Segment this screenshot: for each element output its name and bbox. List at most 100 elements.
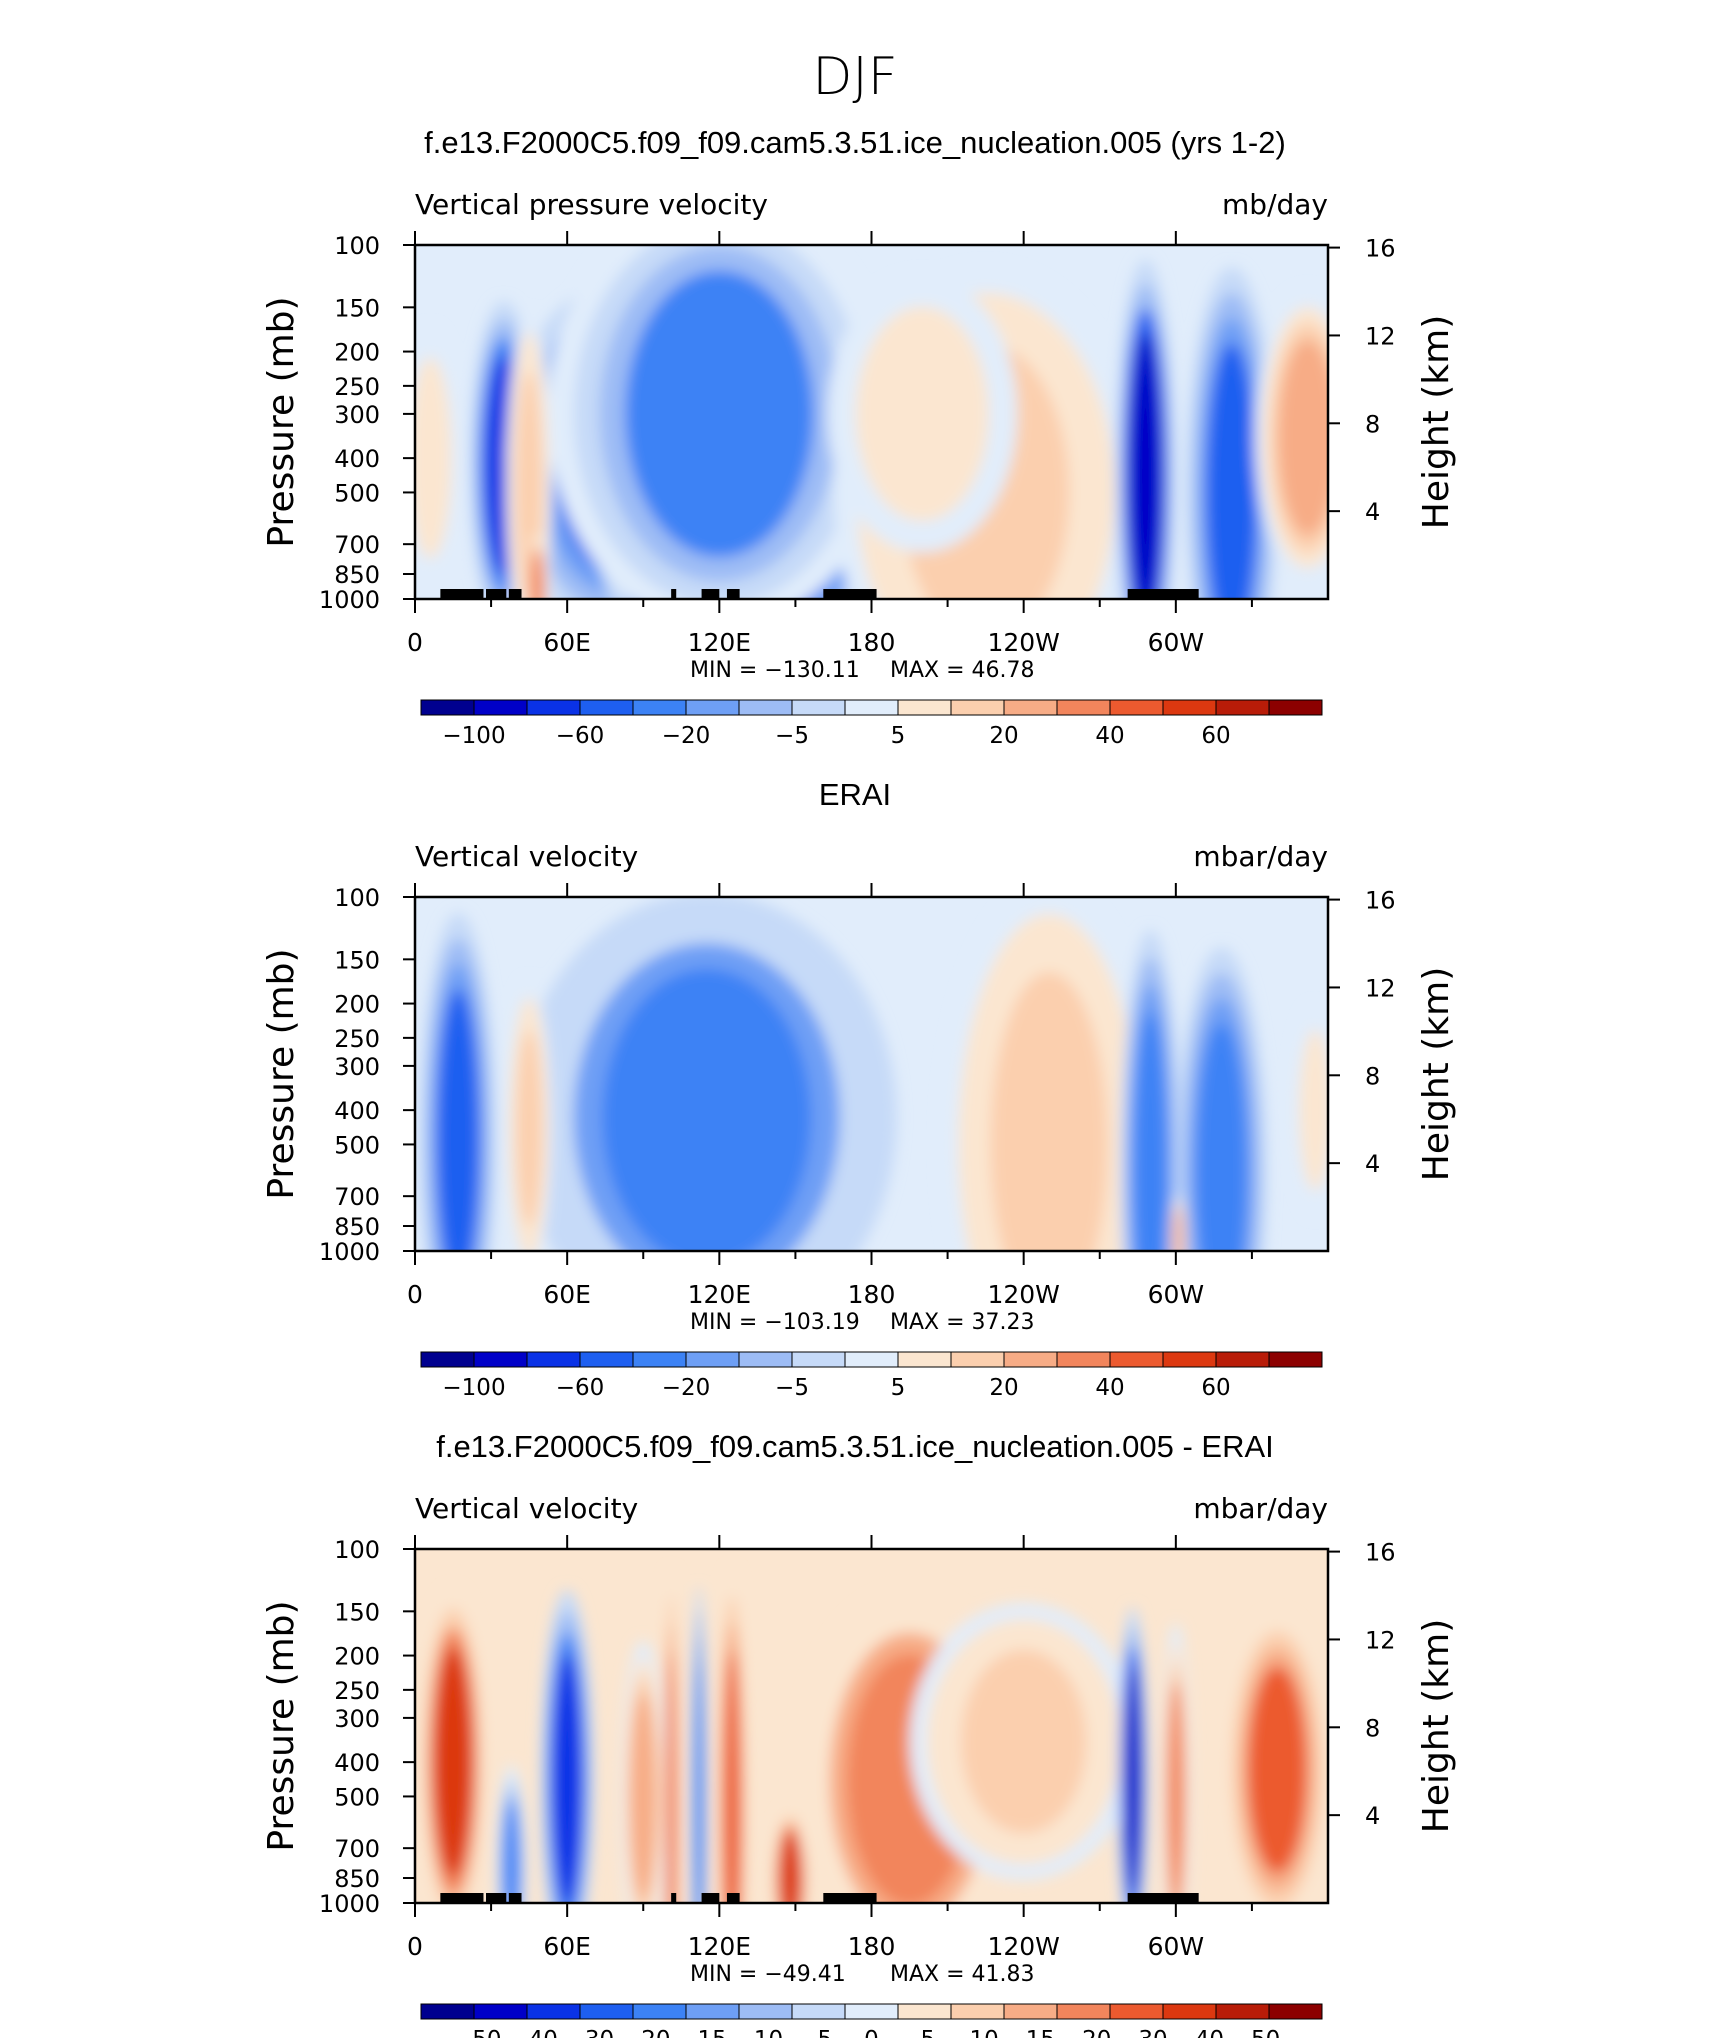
colorbar-swatch bbox=[950, 2003, 1005, 2020]
topography-mask bbox=[726, 589, 740, 599]
colorbar-swatch bbox=[1162, 1351, 1217, 1368]
contour-region bbox=[516, 1030, 542, 1226]
lon-tick-label: 60E bbox=[543, 628, 591, 657]
colorbar-label: −60 bbox=[556, 1375, 605, 1401]
variable-label: Vertical pressure velocity bbox=[415, 188, 768, 221]
colorbar: −50−40−30−20−15−10−505101520304050 bbox=[420, 2003, 1323, 2038]
panel-1: f.e13.F2000C5.f09_f09.cam5.3.51.ice_nucl… bbox=[261, 125, 1457, 749]
height-tick-label: 4 bbox=[1365, 498, 1380, 526]
colorbar-swatch bbox=[1056, 1351, 1111, 1368]
contour-region bbox=[1174, 1209, 1183, 1251]
colorbar-label: −20 bbox=[662, 1375, 711, 1401]
topography-mask bbox=[440, 589, 484, 599]
panel-title: f.e13.F2000C5.f09_f09.cam5.3.51.ice_nucl… bbox=[436, 1429, 1274, 1464]
lon-tick-label: 60W bbox=[1148, 1932, 1205, 1961]
colorbar-label: −50 bbox=[453, 2027, 502, 2038]
pressure-tick-label: 400 bbox=[334, 1097, 380, 1125]
colorbar-swatch bbox=[897, 2003, 952, 2020]
pressure-tick-label: 400 bbox=[334, 445, 380, 473]
colorbar-swatch bbox=[791, 2003, 846, 2020]
contour-field bbox=[415, 1549, 1328, 1903]
contour-region bbox=[694, 1662, 704, 1903]
topography-mask bbox=[1127, 1893, 1199, 1903]
colorbar-swatch bbox=[844, 2003, 899, 2020]
colorbar-swatch bbox=[738, 1351, 793, 1368]
colorbar-swatch bbox=[791, 699, 846, 716]
colorbar-swatch bbox=[844, 1351, 899, 1368]
colorbar-swatch bbox=[526, 1351, 581, 1368]
pressure-tick-label: 850 bbox=[334, 1865, 380, 1893]
variable-label: Vertical velocity bbox=[415, 840, 638, 873]
colorbar-swatch bbox=[526, 699, 581, 716]
pressure-tick-label: 150 bbox=[334, 294, 380, 322]
colorbar-label: −60 bbox=[556, 723, 605, 749]
lon-tick-label: 180 bbox=[848, 1280, 896, 1309]
y2-axis-label: Height (km) bbox=[1416, 315, 1457, 529]
colorbar-label: 20 bbox=[989, 1375, 1018, 1401]
topography-mask bbox=[1127, 589, 1199, 599]
contour-region bbox=[779, 1832, 801, 1903]
colorbar-label: 40 bbox=[1095, 723, 1124, 749]
contour-region bbox=[869, 322, 975, 506]
pressure-tick-label: 250 bbox=[334, 373, 380, 401]
colorbar-swatch bbox=[473, 2003, 528, 2020]
topography-mask bbox=[486, 589, 507, 599]
contour-region bbox=[625, 270, 814, 558]
variable-label: Vertical velocity bbox=[415, 1492, 638, 1525]
lon-tick-label: 120E bbox=[688, 1932, 752, 1961]
colorbar-swatch bbox=[1215, 699, 1270, 716]
max-value-label: MAX = 41.83 bbox=[890, 1962, 1035, 1987]
colorbar-label: 60 bbox=[1201, 723, 1230, 749]
colorbar-swatch bbox=[897, 699, 952, 716]
colorbar-swatch bbox=[420, 699, 475, 716]
pressure-tick-label: 250 bbox=[334, 1025, 380, 1053]
colorbar-label: −20 bbox=[622, 2027, 671, 2038]
min-value-label: MIN = −49.41 bbox=[690, 1962, 846, 1987]
lon-tick-label: 0 bbox=[407, 628, 423, 657]
colorbar-label: −100 bbox=[442, 1375, 505, 1401]
colorbar-swatch bbox=[526, 2003, 581, 2020]
topography-mask bbox=[440, 1893, 484, 1903]
pressure-tick-label: 150 bbox=[334, 1598, 380, 1626]
contour-region bbox=[1128, 332, 1163, 599]
topography-mask bbox=[671, 589, 677, 599]
colorbar-swatch bbox=[1162, 2003, 1217, 2020]
colorbar-swatch bbox=[579, 1351, 634, 1368]
colorbar-swatch bbox=[473, 1351, 528, 1368]
contour-region bbox=[437, 989, 480, 1251]
colorbar-swatch bbox=[685, 699, 740, 716]
pressure-tick-label: 500 bbox=[334, 1783, 380, 1811]
contour-region bbox=[1196, 1023, 1247, 1251]
y-axis-label: Pressure (mb) bbox=[261, 296, 302, 547]
colorbar-label: −5 bbox=[775, 1375, 809, 1401]
colorbar-label: 50 bbox=[1251, 2027, 1280, 2038]
colorbar-swatch bbox=[844, 699, 899, 716]
height-tick-label: 12 bbox=[1365, 322, 1396, 350]
height-tick-label: 16 bbox=[1365, 887, 1396, 915]
colorbar-label: 40 bbox=[1095, 1375, 1124, 1401]
lon-tick-label: 60W bbox=[1148, 628, 1205, 657]
colorbar-swatch bbox=[1215, 1351, 1270, 1368]
height-tick-label: 16 bbox=[1365, 235, 1396, 263]
topography-mask bbox=[671, 1893, 677, 1903]
colorbar-label: −40 bbox=[509, 2027, 558, 2038]
lon-tick-label: 120W bbox=[987, 1280, 1059, 1309]
lon-tick-label: 60W bbox=[1148, 1280, 1205, 1309]
topography-mask bbox=[508, 1893, 522, 1903]
colorbar-swatch bbox=[1003, 699, 1058, 716]
colorbar-swatch bbox=[632, 2003, 687, 2020]
pressure-tick-label: 700 bbox=[334, 1183, 380, 1211]
pressure-tick-label: 700 bbox=[334, 1835, 380, 1863]
lon-tick-label: 60E bbox=[543, 1932, 591, 1961]
pressure-tick-label: 300 bbox=[334, 1705, 380, 1733]
colorbar-swatch bbox=[1268, 699, 1323, 716]
units-label: mb/day bbox=[1222, 188, 1328, 221]
contour-region bbox=[1206, 343, 1257, 599]
colorbar-swatch bbox=[1003, 1351, 1058, 1368]
height-tick-label: 8 bbox=[1365, 1062, 1380, 1090]
panel-title: f.e13.F2000C5.f09_f09.cam5.3.51.ice_nucl… bbox=[424, 125, 1286, 160]
height-tick-label: 4 bbox=[1365, 1150, 1380, 1178]
colorbar-swatch bbox=[632, 699, 687, 716]
pressure-tick-label: 400 bbox=[334, 1749, 380, 1777]
lon-tick-label: 120E bbox=[688, 1280, 752, 1309]
